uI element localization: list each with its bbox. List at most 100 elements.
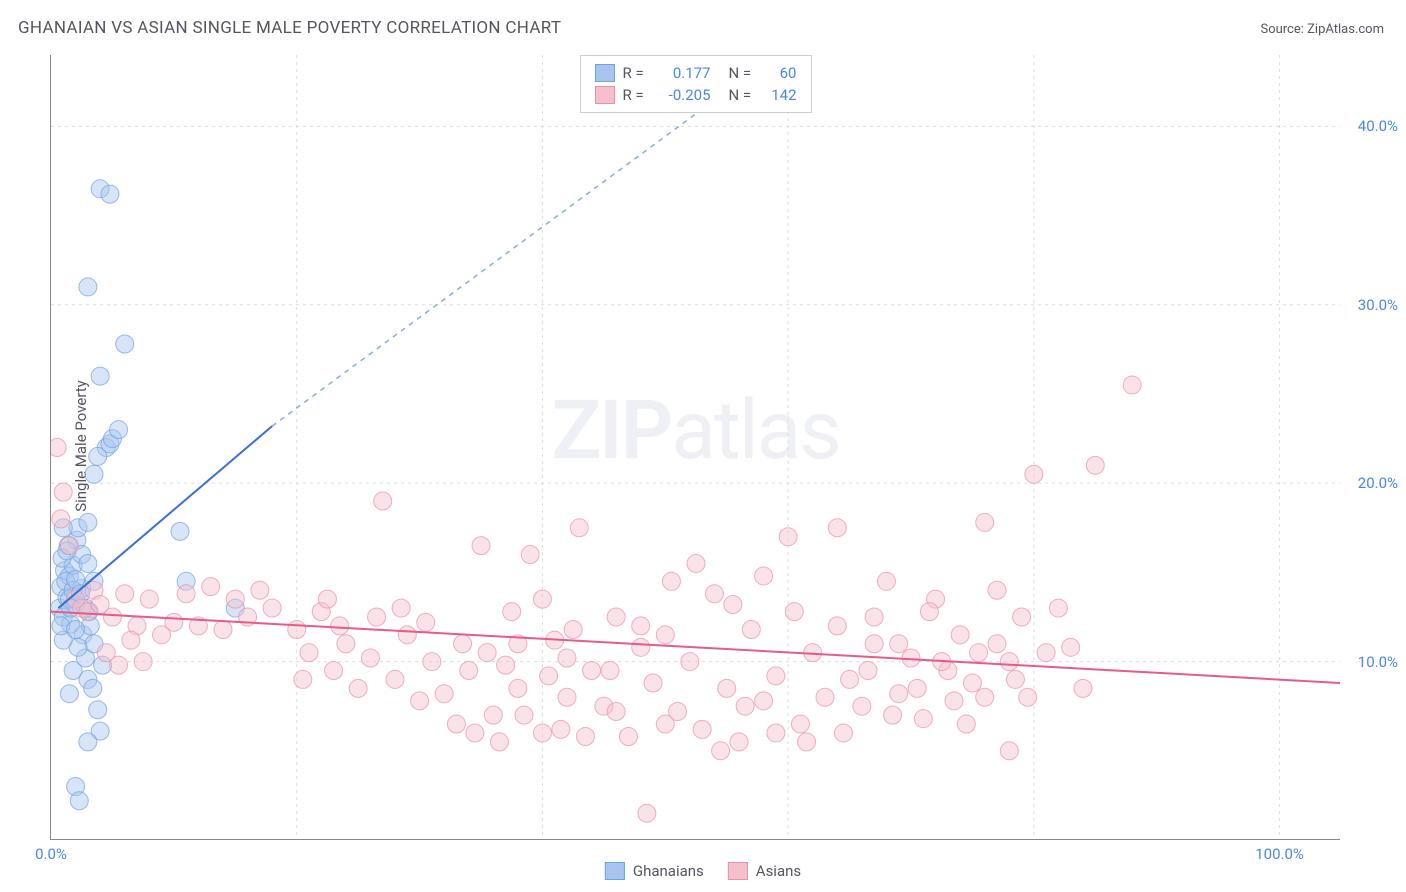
asians-series-point <box>853 697 871 715</box>
asians-series-point <box>411 692 429 710</box>
asians-series-point <box>834 724 852 742</box>
y-tick-label: 40.0% <box>1358 117 1398 135</box>
asians-series-point <box>521 546 539 564</box>
asians-series-point <box>110 656 128 674</box>
asians-series-point <box>472 537 490 555</box>
ghanaians-series-point <box>85 465 103 483</box>
asians-series-point <box>957 715 975 733</box>
asians-series-point <box>828 617 846 635</box>
asians-series-point <box>693 720 711 738</box>
asians-series-point <box>503 603 521 621</box>
asians-swatch-icon <box>728 862 748 880</box>
asians-series-point <box>140 590 158 608</box>
asians-series-point <box>368 608 386 626</box>
asians-series-point <box>214 620 232 638</box>
asians-series-point <box>841 670 859 688</box>
asians-series-point <box>337 635 355 653</box>
asians-series-point <box>1000 653 1018 671</box>
asians-series-point <box>718 679 736 697</box>
asians-series-point <box>607 608 625 626</box>
asians-series-point <box>558 688 576 706</box>
asians-series-point <box>767 667 785 685</box>
asians-series-point <box>951 626 969 644</box>
asians-series-point <box>712 742 730 760</box>
chart-container: GHANAIAN VS ASIAN SINGLE MALE POVERTY CO… <box>0 0 1406 892</box>
asians-series-point <box>447 715 465 733</box>
asians-series-point <box>767 724 785 742</box>
asians-series-point <box>632 638 650 656</box>
asians-r-value: -0.205 <box>661 86 711 104</box>
asians-series-point <box>632 617 650 635</box>
legend-bottom: Ghanaians Asians <box>605 862 801 880</box>
ghanaians-series-point <box>64 662 82 680</box>
asians-series-point <box>177 585 195 603</box>
asians-series-point <box>963 674 981 692</box>
ghanaians-series-point <box>110 421 128 439</box>
asians-series-point <box>318 590 336 608</box>
asians-series-point <box>976 513 994 531</box>
asians-series-point <box>454 635 472 653</box>
asians-series-point <box>103 608 121 626</box>
ghanaians-series-point <box>84 679 102 697</box>
asians-series-point <box>435 685 453 703</box>
asians-series-point <box>785 603 803 621</box>
asians-series-point <box>583 662 601 680</box>
asians-label: Asians <box>756 862 801 880</box>
asians-series-point <box>914 710 932 728</box>
asians-series-point <box>1062 638 1080 656</box>
asians-series-trendline <box>51 612 1340 683</box>
asians-series-point <box>509 679 527 697</box>
n-label: N = <box>729 86 759 104</box>
asians-series-point <box>116 585 134 603</box>
asians-series-point <box>742 620 760 638</box>
asians-series-point <box>331 617 349 635</box>
asians-series-point <box>988 581 1006 599</box>
asians-series-point <box>1006 670 1024 688</box>
legend-stats-row-asians: R = -0.205 N = 142 <box>595 84 797 106</box>
r-label: R = <box>623 64 653 82</box>
ghanaians-series-point <box>60 685 78 703</box>
asians-series-point <box>361 649 379 667</box>
asians-series-point <box>681 653 699 671</box>
asians-series-point <box>490 733 508 751</box>
legend-item-ghanaians: Ghanaians <box>605 862 704 880</box>
asians-series-point <box>920 603 938 621</box>
asians-series-point <box>386 670 404 688</box>
asians-series-point <box>558 649 576 667</box>
asians-series-point <box>325 662 343 680</box>
asians-series-point <box>865 635 883 653</box>
asians-series-point <box>730 733 748 751</box>
x-tick-label: 0.0% <box>35 845 67 863</box>
ghanaians-series-point <box>67 620 85 638</box>
ghanaians-series-point <box>79 554 97 572</box>
asians-series-point <box>816 688 834 706</box>
asians-series-point <box>865 608 883 626</box>
asians-series-point <box>202 578 220 596</box>
asians-series-point <box>619 728 637 746</box>
ghanaians-series-point <box>116 335 134 353</box>
source-attribution: Source: ZipAtlas.com <box>1260 22 1384 37</box>
asians-series-point <box>724 596 742 614</box>
ghanaians-series-point <box>79 278 97 296</box>
asians-series-point <box>1000 742 1018 760</box>
asians-series-point <box>1037 644 1055 662</box>
asians-series-point <box>828 519 846 537</box>
n-label: N = <box>729 64 759 82</box>
asians-series-point <box>540 667 558 685</box>
asians-series-point <box>288 620 306 638</box>
asians-series-point <box>392 599 410 617</box>
asians-series-point <box>374 492 392 510</box>
asians-series-point <box>484 706 502 724</box>
asians-series-point <box>601 662 619 680</box>
plot-svg <box>51 55 1340 839</box>
asians-series-point <box>970 644 988 662</box>
asians-series-point <box>398 626 416 644</box>
ghanaians-series-point <box>79 513 97 531</box>
y-tick-label: 10.0% <box>1358 653 1398 671</box>
y-tick-label: 30.0% <box>1358 296 1398 314</box>
asians-series-point <box>1025 465 1043 483</box>
asians-series-point <box>736 697 754 715</box>
asians-series-point <box>251 581 269 599</box>
ghanaians-n-value: 60 <box>767 64 797 82</box>
ghanaians-series-point <box>91 367 109 385</box>
